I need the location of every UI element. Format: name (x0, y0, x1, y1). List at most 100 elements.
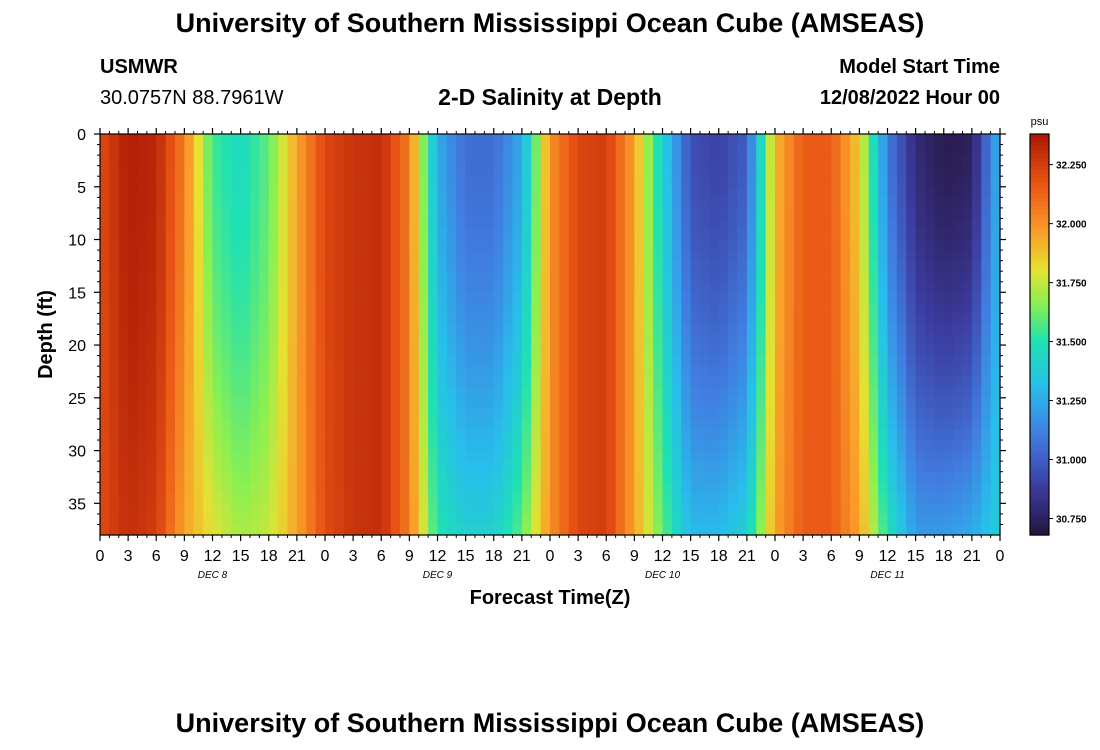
heatmap-cell (268, 429, 279, 441)
heatmap-cell (165, 155, 176, 167)
heatmap-cell (756, 197, 767, 209)
heatmap-cell (353, 155, 364, 167)
heatmap-cell (746, 165, 757, 177)
heatmap-cell (962, 144, 973, 156)
heatmap-cell (418, 503, 429, 515)
heatmap-cell (634, 503, 645, 515)
heatmap-cell (278, 429, 289, 441)
heatmap-cell (221, 281, 232, 293)
heatmap-cell (953, 176, 964, 188)
heatmap-cell (325, 408, 335, 420)
heatmap-cell (934, 228, 945, 241)
heatmap-cell (418, 281, 429, 293)
heatmap-cell (306, 503, 317, 515)
heatmap-cell (850, 207, 860, 220)
heatmap-cell (165, 281, 176, 293)
heatmap-cell (587, 492, 598, 504)
heatmap-cell (296, 461, 307, 473)
heatmap-cell (625, 323, 635, 336)
colorbar-segment (1030, 166, 1049, 171)
heatmap-cell (334, 281, 345, 293)
heatmap-cell (803, 471, 814, 483)
heatmap-cell (700, 387, 710, 399)
heatmap-cell (165, 260, 176, 272)
colorbar-segment (1030, 362, 1049, 368)
heatmap-cell (821, 302, 832, 314)
heatmap-cell (156, 313, 167, 325)
heatmap-cell (681, 355, 692, 367)
heatmap-cell (793, 408, 804, 420)
heatmap-cell (868, 302, 879, 314)
heatmap-cell (981, 250, 992, 262)
colorbar-segment (1030, 506, 1049, 512)
heatmap-cell (475, 524, 485, 536)
heatmap-cell (868, 492, 879, 504)
heatmap-cell (596, 323, 607, 336)
heatmap-cell (625, 155, 635, 167)
heatmap-cell (250, 513, 260, 526)
heatmap-cell (990, 144, 1001, 156)
heatmap-cell (250, 418, 260, 431)
heatmap-cell (681, 228, 692, 241)
heatmap-cell (156, 250, 167, 262)
heatmap-cell (606, 376, 617, 388)
heatmap-cell (287, 397, 298, 409)
heatmap-cell (943, 260, 954, 272)
heatmap-cell (109, 376, 120, 388)
heatmap-cell (896, 513, 907, 526)
heatmap-cell (615, 134, 626, 146)
heatmap-cell (203, 408, 214, 420)
heatmap-cell (418, 345, 429, 357)
heatmap-cell (465, 376, 476, 388)
heatmap-cell (615, 461, 626, 473)
heatmap-cell (231, 260, 242, 272)
heatmap-cell (840, 292, 851, 304)
heatmap-cell (803, 376, 814, 388)
heatmap-cell (428, 292, 439, 304)
heatmap-cell (831, 387, 842, 399)
heatmap-cell (100, 492, 110, 504)
heatmap-cell (193, 334, 204, 346)
heatmap-cell (690, 408, 701, 420)
heatmap-cell (671, 155, 682, 167)
heatmap-cell (165, 366, 176, 378)
heatmap-cell (709, 197, 720, 209)
heatmap-cell (643, 524, 654, 536)
heatmap-cell (821, 450, 832, 462)
heatmap-cell (484, 429, 495, 441)
heatmap-cell (362, 450, 373, 462)
heatmap-cell (343, 355, 354, 367)
heatmap-cell (118, 271, 129, 283)
heatmap-cell (587, 239, 598, 251)
heatmap-cell (212, 471, 223, 483)
heatmap-cell (540, 366, 551, 378)
heatmap-cell (409, 355, 420, 367)
heatmap-cell (296, 345, 307, 357)
heatmap-cell (625, 429, 635, 441)
heatmap-cell (540, 207, 551, 220)
heatmap-cell (268, 302, 279, 314)
heatmap-cell (887, 482, 898, 494)
heatmap-cell (690, 323, 701, 336)
colorbar-segment (1030, 438, 1049, 444)
heatmap-cell (943, 292, 954, 304)
heatmap-cell (756, 176, 767, 188)
heatmap-cell (193, 440, 204, 452)
heatmap-cell (287, 144, 298, 156)
heatmap-cell (775, 228, 785, 241)
heatmap-cell (109, 250, 120, 262)
heatmap-cell (587, 440, 598, 452)
heatmap-cell (203, 524, 214, 536)
heatmap-cell (456, 482, 467, 494)
heatmap-cell (418, 408, 429, 420)
heatmap-cell (287, 292, 298, 304)
heatmap-cell (953, 418, 964, 431)
heatmap-cell (596, 397, 607, 409)
heatmap-cell (718, 429, 729, 441)
heatmap-cell (221, 355, 232, 367)
heatmap-cell (475, 250, 485, 262)
heatmap-cell (896, 313, 907, 325)
heatmap-cell (203, 313, 214, 325)
heatmap-cell (137, 218, 148, 230)
heatmap-cell (165, 440, 176, 452)
